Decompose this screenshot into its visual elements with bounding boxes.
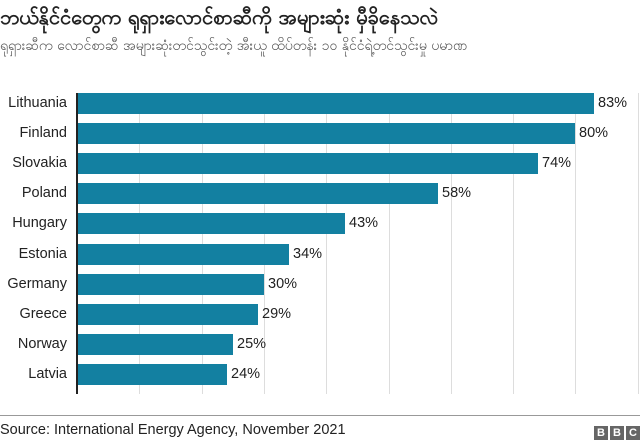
value-label: 34% [293,246,323,262]
value-label: 58% [442,185,472,201]
bbc-logo-letter: C [626,426,640,440]
bar-row: Lithuania 83% [0,93,640,114]
bbc-logo-letter: B [610,426,624,440]
bar [77,153,538,174]
value-label: 74% [542,155,572,171]
category-label: Finland [19,125,67,141]
bar [77,364,227,385]
gridline [575,93,576,394]
chart-title: ဘယ်နိုင်ငံတွေက ရုရှားလောင်စာဆီကို အများဆ… [0,5,439,29]
category-label: Lithuania [8,95,67,111]
value-label: 30% [268,276,298,292]
category-label: Norway [17,336,67,352]
bar [77,274,264,295]
gridline [264,93,265,394]
y-axis-line [76,93,78,394]
gridline [451,93,452,394]
value-label: 24% [231,366,261,382]
gridline [513,93,514,394]
category-label: Latvia [28,366,67,382]
value-label: 43% [349,215,379,231]
bar [77,334,233,355]
source-note: Source: International Energy Agency, Nov… [0,422,346,438]
bar-row: Norway 25% [0,334,640,355]
value-label: 29% [262,306,292,322]
bar [77,213,345,234]
bar-row: Greece 29% [0,304,640,325]
category-label: Poland [21,185,67,201]
value-label: 80% [579,125,609,141]
bar-row: Hungary 43% [0,213,640,234]
bbc-logo: B B C [594,426,640,440]
footer-divider [0,415,640,416]
gridline [139,93,140,394]
category-label: Greece [19,306,67,322]
bbc-logo-letter: B [594,426,608,440]
bar-row: Finland 80% [0,123,640,144]
category-label: Hungary [12,215,67,231]
gridline [638,93,639,394]
category-label: Estonia [18,246,67,262]
category-label: Germany [7,276,67,292]
value-label: 83% [598,95,628,111]
category-label: Slovakia [12,155,67,171]
value-label: 25% [237,336,267,352]
bar [77,123,575,144]
gridline [202,93,203,394]
bar [77,244,289,265]
bar [77,93,594,114]
gridline [389,93,390,394]
chart-subtitle: ရုရှားဆီက လောင်စာဆီ အများဆုံးတင်သွင်းတဲ့… [0,38,468,54]
bar-row: Poland 58% [0,183,640,204]
bar-row: Estonia 34% [0,244,640,265]
bar [77,183,438,204]
bar-row: Slovakia 74% [0,153,640,174]
bar-row: Germany 30% [0,274,640,295]
bar-row: Latvia 24% [0,364,640,385]
bar [77,304,258,325]
gridline [326,93,327,394]
